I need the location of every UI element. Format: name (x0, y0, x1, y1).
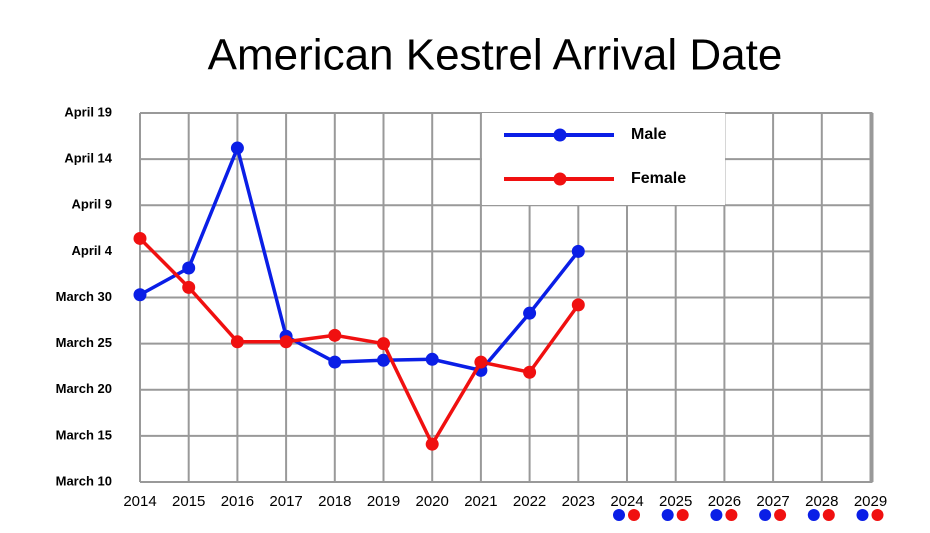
placeholder-dot (871, 509, 884, 521)
x-tick-label: 2017 (269, 493, 302, 510)
data-point (133, 231, 147, 245)
data-point (230, 141, 244, 155)
y-tick-label: April 4 (72, 243, 113, 258)
y-tick-label: March 20 (56, 381, 112, 396)
y-tick-label: April 19 (64, 104, 112, 119)
x-tick-label: 2025 (659, 493, 692, 510)
legend-marker (553, 172, 567, 186)
y-tick-label: March 15 (56, 427, 112, 442)
data-point (328, 328, 342, 342)
x-tick-label: 2014 (123, 493, 156, 510)
x-tick-label: 2018 (318, 493, 351, 510)
x-tick-label: 2027 (756, 493, 789, 510)
data-point (377, 337, 390, 351)
data-point (328, 355, 342, 369)
legend-box (482, 113, 725, 205)
data-point (571, 244, 585, 258)
placeholder-dot (613, 509, 625, 521)
x-tick-label: 2022 (513, 493, 546, 510)
data-point (182, 261, 196, 275)
data-point (182, 280, 196, 294)
placeholder-dot (725, 509, 738, 521)
data-point (279, 335, 293, 349)
x-tick-label: 2028 (805, 493, 838, 510)
y-tick-label: March 10 (56, 473, 112, 488)
placeholder-dot (856, 509, 869, 521)
y-tick-label: April 14 (64, 151, 112, 166)
legend-label: Male (631, 126, 667, 143)
placeholder-dot (676, 509, 689, 521)
data-point (230, 335, 244, 349)
x-tick-label: 2016 (221, 493, 254, 510)
placeholder-dot (822, 509, 835, 521)
placeholder-dot (628, 509, 640, 521)
series-line (138, 237, 580, 448)
data-point (571, 298, 585, 312)
legend-label: Female (631, 170, 686, 187)
data-point (523, 365, 537, 379)
placeholder-dot (661, 509, 674, 521)
data-point (133, 288, 147, 302)
x-tick-label: 2026 (708, 493, 741, 510)
x-tick-label: 2023 (562, 493, 595, 510)
placeholder-dot (759, 509, 772, 521)
chart-title: American Kestrel Arrival Date (208, 31, 783, 80)
series-line (139, 142, 580, 373)
data-point (523, 306, 537, 320)
placeholder-dot (774, 509, 787, 521)
data-point (474, 355, 488, 369)
x-tick-label: 2015 (172, 493, 205, 510)
data-point (425, 437, 439, 451)
y-tick-label: March 25 (56, 335, 112, 350)
data-point (377, 353, 390, 367)
data-point (425, 352, 439, 366)
x-tick-label: 2019 (367, 493, 400, 510)
x-tick-label: 2029 (854, 493, 887, 510)
x-tick-label: 2020 (416, 493, 449, 510)
y-tick-label: April 9 (72, 197, 112, 212)
x-tick-label: 2021 (464, 493, 497, 510)
x-tick-label: 2024 (610, 493, 643, 510)
placeholder-dot (807, 509, 820, 521)
y-tick-label: March 30 (56, 289, 112, 304)
placeholder-dot (710, 509, 723, 521)
legend-marker (553, 128, 567, 142)
